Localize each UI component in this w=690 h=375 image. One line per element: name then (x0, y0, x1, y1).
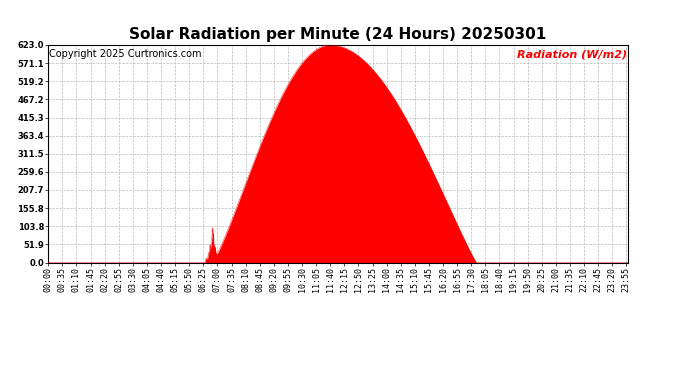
Text: Copyright 2025 Curtronics.com: Copyright 2025 Curtronics.com (50, 50, 202, 59)
Text: Radiation (W/m2): Radiation (W/m2) (517, 50, 627, 59)
Title: Solar Radiation per Minute (24 Hours) 20250301: Solar Radiation per Minute (24 Hours) 20… (130, 27, 546, 42)
